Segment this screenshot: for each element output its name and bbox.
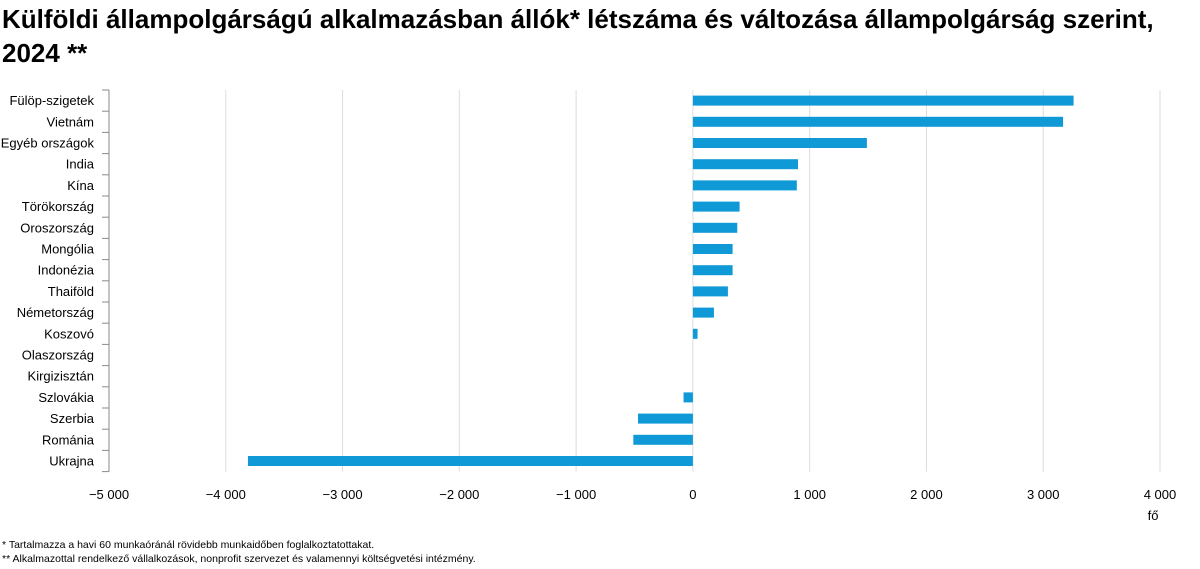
bar <box>692 222 738 233</box>
bars <box>247 95 1074 466</box>
category-label: Kína <box>67 178 95 193</box>
x-tick-label: 3 000 <box>1027 487 1060 502</box>
bar <box>692 116 1064 127</box>
bar <box>692 328 698 339</box>
category-label: Egyéb országok <box>1 136 95 151</box>
category-label: Szerbia <box>50 411 95 426</box>
x-tick-label: 2 000 <box>910 487 943 502</box>
bar <box>247 456 693 466</box>
category-label: Törökország <box>22 199 94 214</box>
category-label: Vietnám <box>47 114 94 129</box>
x-tick-label: 0 <box>689 487 696 502</box>
x-tick-labels: −5 000 −4 000 −3 000 −2 000 −1 000 0 1 000 2 00… <box>89 487 1176 502</box>
category-label: Fülöp-szigetek <box>9 93 94 108</box>
category-label: Ukrajna <box>49 454 95 469</box>
x-tick-label: 4 000 <box>1144 487 1177 502</box>
bar <box>692 307 714 318</box>
category-label: Mongólia <box>41 242 95 257</box>
bar <box>692 138 867 148</box>
category-label: Thaiföld <box>48 284 94 299</box>
x-tick-label: −1 000 <box>556 487 596 502</box>
bar-chart: Fülöp-szigetek Vietnám Egyéb országok India… <box>1 89 1176 523</box>
footnote-1: * Tartalmazza a havi 60 munkaóránál rövi… <box>2 539 375 551</box>
bar <box>683 392 693 403</box>
chart-title: Külföldi állampolgárságú alkalmazásban á… <box>2 4 1154 68</box>
category-label: India <box>66 157 95 172</box>
bar <box>638 413 693 424</box>
category-label: Kirgizisztán <box>28 369 94 384</box>
bar <box>692 180 797 191</box>
bar <box>692 265 733 276</box>
category-label: Szlovákia <box>38 390 94 405</box>
bar <box>692 244 733 254</box>
x-tick-label: −2 000 <box>439 487 479 502</box>
category-label: Indonézia <box>38 263 95 278</box>
bar <box>692 286 728 297</box>
x-tick-label: −5 000 <box>89 487 129 502</box>
x-tick-label: −3 000 <box>322 487 362 502</box>
bar <box>692 201 740 212</box>
category-label: Románia <box>42 432 95 447</box>
x-tick-label: −4 000 <box>206 487 246 502</box>
category-labels: Fülöp-szigetek Vietnám Egyéb országok India… <box>1 93 95 468</box>
category-label: Koszovó <box>44 326 94 341</box>
category-label: Olaszország <box>22 348 94 363</box>
category-label: Németország <box>17 305 94 320</box>
x-tick-label: 1 000 <box>793 487 826 502</box>
bar <box>692 159 798 170</box>
x-axis-unit-label: fő <box>1148 508 1159 523</box>
bar <box>633 434 693 445</box>
category-axis <box>102 89 110 473</box>
category-label: Oroszország <box>20 220 94 235</box>
footnote-2: ** Alkalmazottal rendelkező vállalkozáso… <box>2 553 476 565</box>
bar <box>692 95 1074 106</box>
gridlines <box>225 90 1161 472</box>
